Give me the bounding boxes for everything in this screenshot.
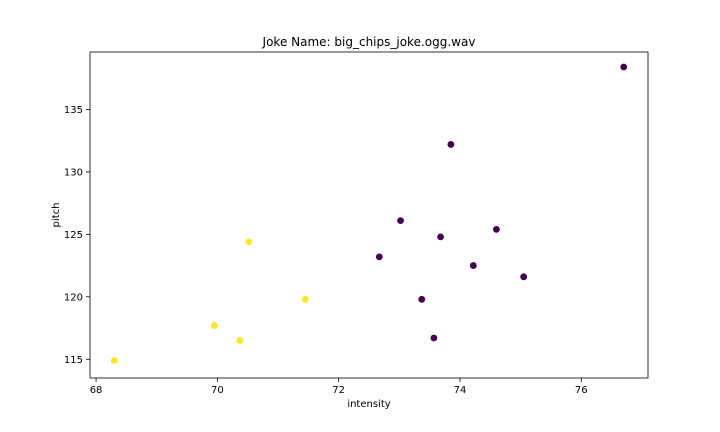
plot-frame bbox=[89, 51, 649, 379]
data-point bbox=[430, 334, 438, 342]
x-tick-label: 70 bbox=[211, 385, 224, 396]
data-point bbox=[492, 225, 500, 233]
data-point bbox=[236, 337, 244, 344]
data-point bbox=[301, 295, 309, 303]
x-axis-label: intensity bbox=[347, 399, 390, 410]
data-point bbox=[397, 217, 404, 225]
y-tick-label: 135 bbox=[64, 105, 83, 116]
x-tick-label: 68 bbox=[90, 385, 103, 396]
x-tick-label: 74 bbox=[454, 385, 467, 396]
y-tick-label: 120 bbox=[64, 292, 83, 303]
data-point bbox=[620, 63, 628, 71]
chart-title: Joke Name: big_chips_joke.ogg.wav bbox=[262, 35, 476, 49]
y-tick-label: 125 bbox=[64, 230, 83, 241]
data-point bbox=[520, 273, 528, 281]
y-axis-label: pitch bbox=[51, 203, 62, 228]
y-tick-label: 115 bbox=[64, 355, 83, 366]
data-point bbox=[418, 295, 426, 303]
plot-area: 68 70 72 74 76 115 120 125 130 135 bbox=[64, 51, 649, 396]
data-point bbox=[245, 238, 253, 246]
data-point bbox=[447, 141, 455, 148]
data-point bbox=[210, 322, 218, 329]
x-tick-label: 76 bbox=[575, 385, 588, 396]
y-tick-label: 130 bbox=[64, 167, 83, 178]
data-point bbox=[375, 253, 383, 261]
data-point bbox=[437, 233, 444, 241]
x-tick-label: 72 bbox=[332, 385, 345, 396]
data-point bbox=[110, 357, 118, 364]
data-point bbox=[469, 262, 477, 269]
